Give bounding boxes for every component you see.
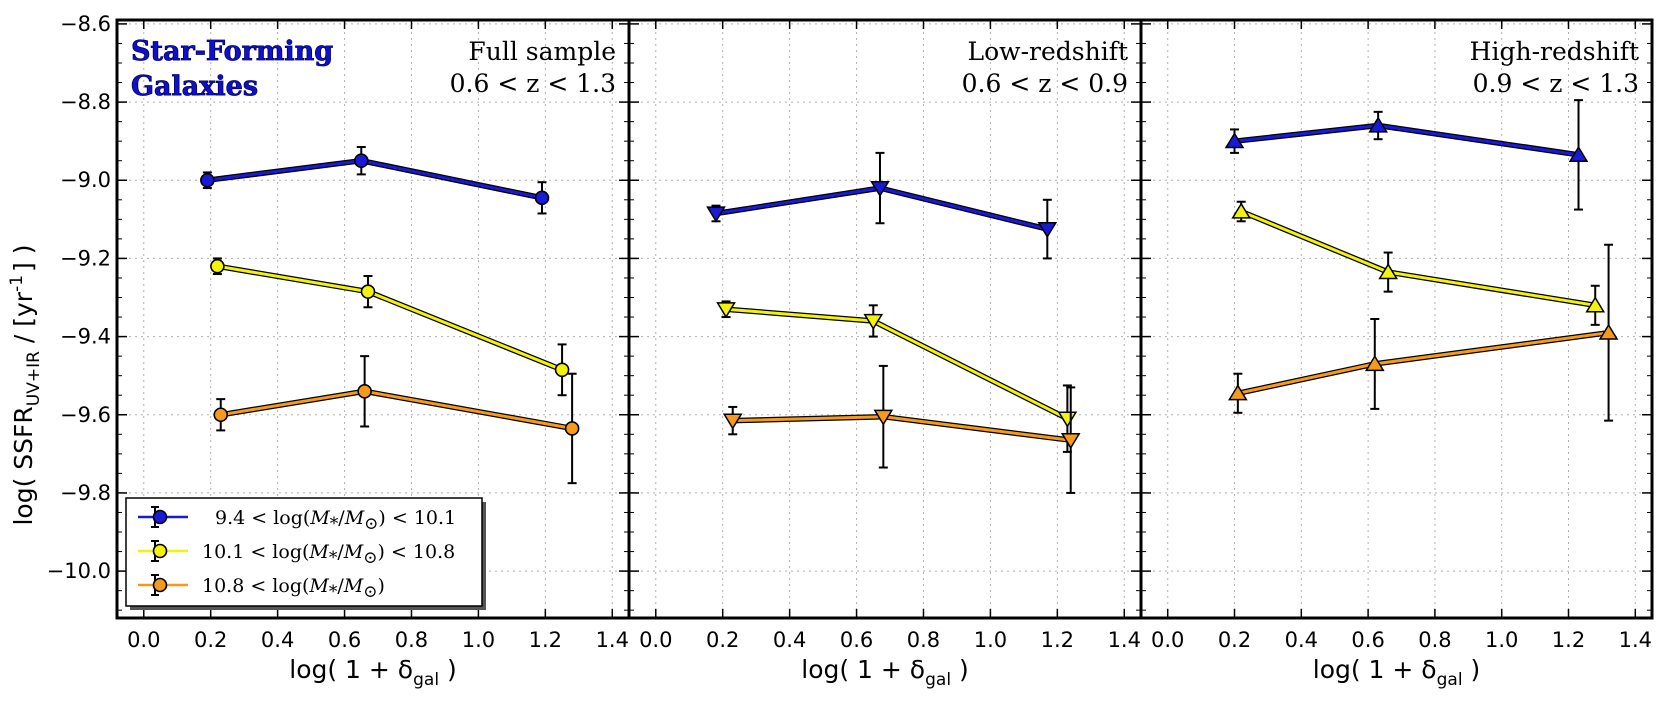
x-tick-label-full-4: 0.8 — [395, 628, 428, 652]
x-axis-label-full: log( 1 + δgal ) — [289, 655, 457, 690]
x-tick-label-full-7: 1.4 — [596, 628, 629, 652]
data-point-high-1-0 — [1231, 202, 1252, 219]
data-point-high-1-1 — [1378, 263, 1398, 280]
data-point-low-2-2 — [1060, 433, 1081, 450]
panel-label-high: High-redshift — [1470, 37, 1639, 66]
x-tick-label-high-4: 0.8 — [1418, 628, 1451, 652]
series-line-low-10.8+ — [732, 415, 1071, 442]
data-point-full-1-1 — [360, 284, 376, 299]
data-point-full-0-2 — [534, 190, 550, 206]
x-tick-label-high-3: 0.6 — [1351, 628, 1384, 652]
data-point-low-2-1 — [873, 409, 894, 426]
data-point-low-0-1 — [870, 180, 890, 198]
x-tick-label-low-1: 0.2 — [706, 628, 739, 652]
data-point-full-2-2 — [564, 421, 580, 436]
y-tick-label-6: −9.8 — [60, 481, 111, 505]
x-tick-label-full-5: 1.0 — [462, 628, 495, 652]
series-outline-full-0 — [207, 157, 543, 201]
legend-swatches — [138, 506, 188, 596]
data-point-full-2-1 — [357, 384, 372, 399]
legend-entry-orange: 10.8 < log(M*/M⊙) — [202, 575, 385, 602]
panel-redshift-low: 0.6 < z < 0.9 — [962, 69, 1128, 98]
series-outline-low-1 — [725, 306, 1069, 422]
data-point-full-1-0 — [210, 258, 225, 274]
data-point-low-0-0 — [706, 206, 726, 223]
legend-entry-blue: 9.4 < log(M*/M⊙) < 10.1 — [215, 507, 456, 534]
legend-marker-orange — [152, 577, 168, 593]
panel-frame-high — [1139, 18, 1654, 620]
x-tick-label-high-5: 1.0 — [1485, 628, 1518, 652]
data-point-high-0-2 — [1568, 145, 1589, 162]
x-axis-label-low: log( 1 + δgal ) — [801, 655, 969, 690]
x-tick-label-high-0: 0.0 — [1151, 628, 1184, 652]
panel-redshift-full: 0.6 < z < 1.3 — [450, 69, 616, 98]
x-axis-label-high: log( 1 + δgal ) — [1313, 655, 1481, 690]
y-tick-label-5: −9.6 — [60, 403, 111, 427]
x-tick-label-high-6: 1.2 — [1552, 628, 1585, 652]
chart-title-line1: Star-Forming — [131, 36, 333, 67]
data-point-high-0-0 — [1224, 132, 1245, 149]
series-line-full-10.1-10.8 — [217, 264, 563, 372]
data-point-full-0-1 — [353, 153, 369, 169]
x-tick-label-high-2: 0.4 — [1285, 628, 1318, 652]
x-tick-label-full-6: 1.2 — [529, 628, 562, 652]
series-line-full-10.8+ — [220, 389, 573, 430]
x-tick-label-high-1: 0.2 — [1218, 628, 1251, 652]
x-tick-label-low-6: 1.2 — [1041, 628, 1074, 652]
text-layer: 0.0 0.2 0.4 0.6 0.8 1.0 1.2 1.4 −8.6 −8.8 −9.0 −9.2… — [47, 12, 1652, 690]
y-tick-label-7: −10.0 — [47, 559, 111, 583]
data-point-low-1-1 — [863, 313, 884, 331]
x-tick-label-low-2: 0.4 — [773, 628, 806, 652]
panel-redshift-high: 0.9 < z < 1.3 — [1473, 69, 1639, 98]
data-point-high-0-1 — [1368, 116, 1388, 133]
y-axis-label: log( SSFRUV+IR / [yr-1] ) — [7, 244, 44, 525]
data-point-high-2-0 — [1228, 384, 1248, 401]
data-point-low-1-2 — [1057, 411, 1078, 428]
series-line-full-9.4-10.1 — [207, 159, 543, 200]
y-tick-label-2: −9.0 — [60, 168, 111, 192]
series-outline-full-1 — [216, 263, 564, 373]
series-outline-high-2 — [1237, 329, 1609, 396]
chart-title: Star-Forming Galaxies — [131, 36, 334, 103]
data-point-high-1-2 — [1585, 296, 1606, 313]
data-layer — [200, 99, 1619, 494]
x-tick-label-full-2: 0.4 — [261, 628, 294, 652]
series-line-high-9.4-10.1 — [1234, 124, 1579, 157]
y-tick-label-3: −9.2 — [60, 246, 111, 270]
x-tick-label-low-7: 1.4 — [1108, 628, 1141, 652]
panel-label-full: Full sample — [468, 37, 616, 66]
data-point-high-2-2 — [1598, 323, 1619, 340]
panel-label-low: Low-redshift — [968, 37, 1128, 66]
y-tick-label-4: −9.4 — [60, 325, 111, 349]
series-line-low-10.1-10.8 — [725, 307, 1069, 421]
data-point-full-1-2 — [554, 362, 570, 378]
data-point-low-2-0 — [722, 413, 743, 430]
x-tick-label-low-0: 0.0 — [639, 628, 672, 652]
data-point-full-0-0 — [200, 172, 215, 188]
data-point-low-0-2 — [1037, 221, 1058, 239]
x-tick-label-full-0: 0.0 — [127, 628, 160, 652]
grid-layer — [117, 20, 1652, 618]
x-tick-label-full-3: 0.6 — [328, 628, 361, 652]
y-tick-label-0: −8.6 — [60, 12, 111, 36]
panel-frame-low — [627, 18, 1143, 620]
chart-title-line2: Galaxies — [131, 71, 258, 102]
y-tick-label-1: −8.8 — [60, 90, 111, 114]
x-tick-label-full-1: 0.2 — [194, 628, 227, 652]
frame-layer — [115, 18, 1654, 620]
x-tick-label-low-4: 0.8 — [907, 628, 940, 652]
legend-marker-yellow — [152, 543, 168, 559]
data-point-full-2-0 — [213, 407, 229, 423]
data-point-high-2-1 — [1364, 354, 1385, 372]
legend-marker-blue — [152, 509, 168, 525]
x-tick-label-high-7: 1.4 — [1619, 628, 1652, 652]
data-point-low-1-0 — [716, 302, 736, 319]
x-tick-label-low-5: 1.0 — [974, 628, 1007, 652]
x-tick-label-low-3: 0.6 — [840, 628, 873, 652]
legend: 9.4 < log(M*/M⊙) < 10.1 10.1 < log(M*/M⊙… — [125, 497, 486, 610]
legend-entry-yellow: 10.1 < log(M*/M⊙) < 10.8 — [202, 541, 455, 568]
